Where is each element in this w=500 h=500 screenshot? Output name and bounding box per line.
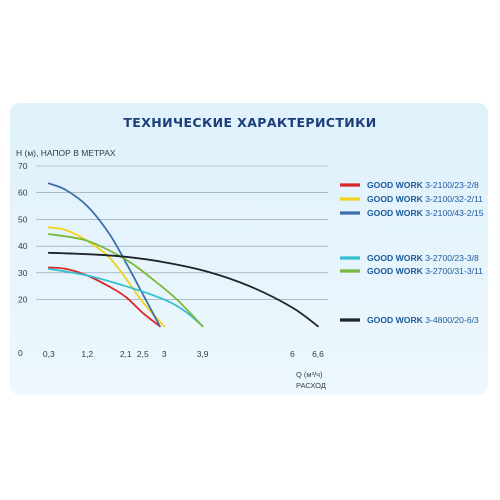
y-tick-label: 60 — [18, 188, 28, 198]
y-tick-label: 40 — [18, 241, 28, 251]
x-tick-label: 3,9 — [197, 349, 209, 359]
legend-label-2: GOOD WORK 3-2100/32-2/11 — [367, 194, 483, 204]
x-axis-label: Q (м³/ч) — [296, 370, 323, 379]
legend: GOOD WORK 3-2100/23-2/8 GOOD WORK 3-2100/… — [340, 180, 484, 325]
series-lines — [47, 182, 319, 328]
grid — [36, 165, 328, 300]
x-tick-label: 3 — [162, 349, 167, 359]
x-tick-label: 2,1 — [120, 349, 132, 359]
x-tick-label: 0,3 — [43, 349, 55, 359]
legend-label-4: GOOD WORK 3-2700/23-3/8 — [367, 253, 479, 263]
x-axis-sublabel: РАСХОД — [296, 381, 326, 390]
legend-label-6: GOOD WORK 3-4800/20-6/3 — [367, 315, 479, 325]
y-axis-label: H (м), НАПОР В МЕТРАХ — [16, 148, 116, 158]
x-tick-label: 1,2 — [81, 349, 93, 359]
y-tick-label: 30 — [18, 268, 28, 278]
series-line-3 — [47, 182, 161, 328]
legend-label-1: GOOD WORK 3-2100/23-2/8 — [367, 180, 479, 190]
chart-title: ТЕХНИЧЕСКИЕ ХАРАКТЕРИСТИКИ — [123, 115, 377, 130]
y-tick-label: 0 — [18, 348, 23, 358]
series-line-5 — [47, 233, 204, 328]
chart-panel — [10, 103, 488, 395]
y-tick-label: 70 — [18, 161, 28, 171]
legend-label-5: GOOD WORK 3-2700/31-3/11 — [367, 266, 483, 276]
series-line-4 — [47, 268, 204, 328]
y-tick-label: 20 — [18, 295, 28, 305]
axis-ticks: 0 20 30 40 50 60 70 0,3 1,2 2,1 2,5 3 3,9 6 6,6 — [18, 161, 324, 359]
series-line-2 — [47, 226, 166, 328]
series-line-6 — [47, 251, 319, 328]
x-tick-label: 6 — [290, 349, 295, 359]
x-tick-label: 2,5 — [137, 349, 149, 359]
y-tick-label: 50 — [18, 214, 28, 224]
series-line-1 — [47, 266, 161, 328]
legend-label-3: GOOD WORK 3-2100/43-2/15 — [367, 208, 484, 218]
x-tick-label: 6,6 — [312, 349, 324, 359]
